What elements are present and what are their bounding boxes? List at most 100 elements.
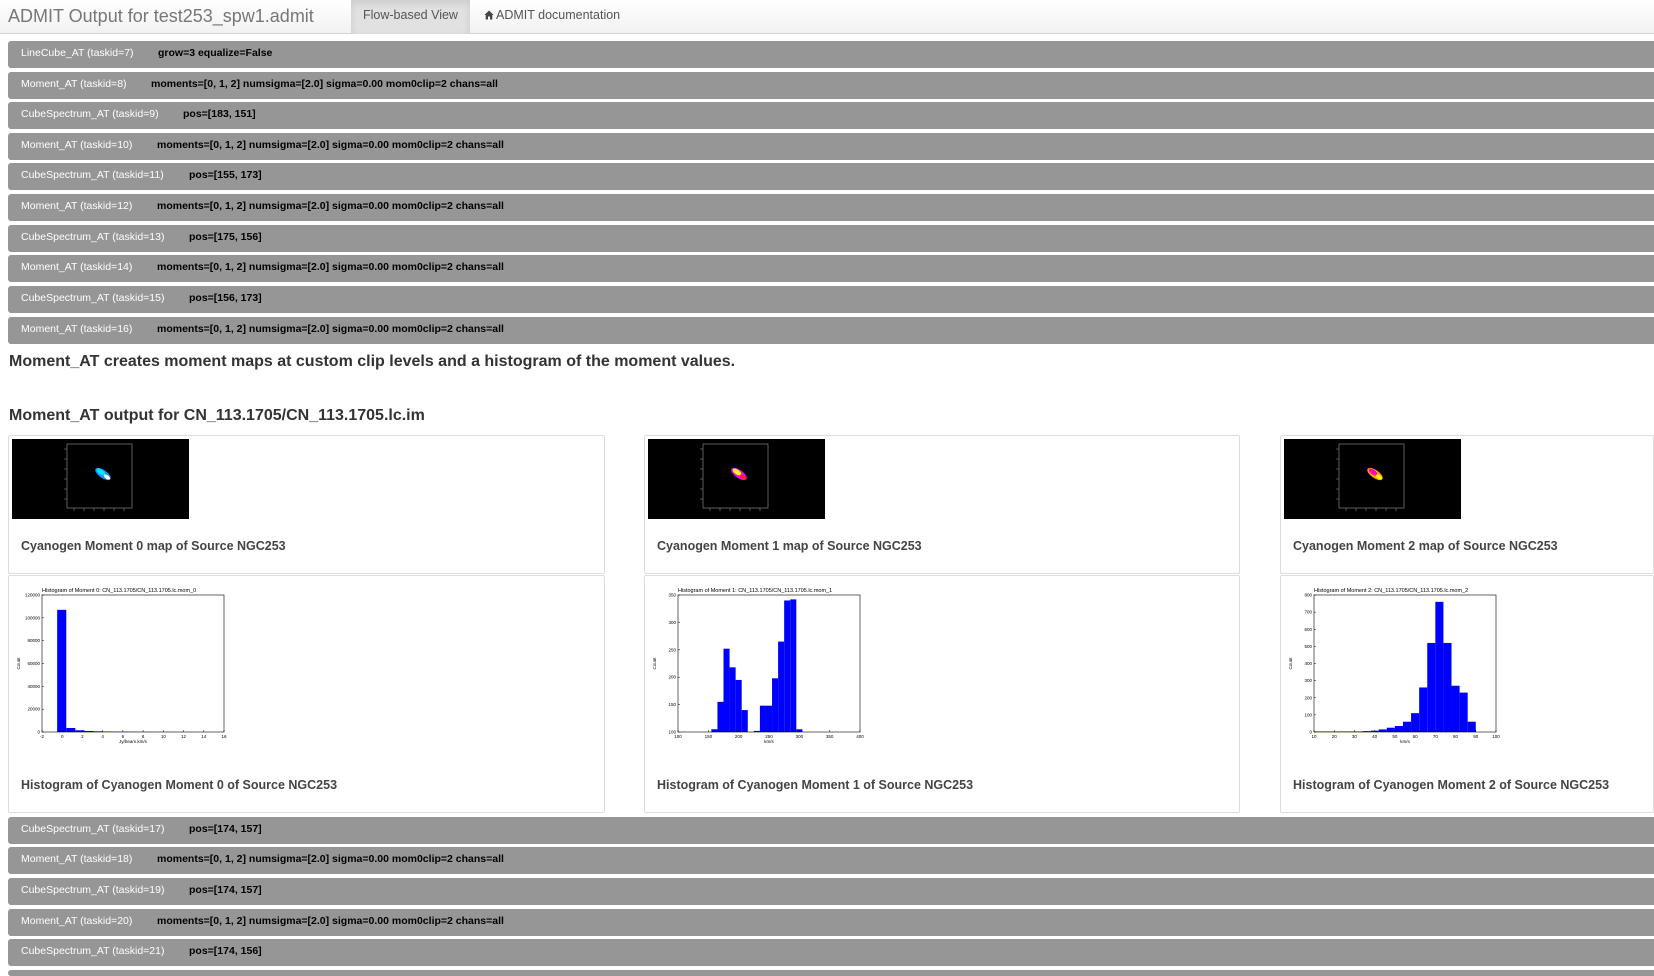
y-axis-label: Count	[16, 657, 21, 670]
tab-flow-based-view[interactable]: Flow-based View	[351, 0, 470, 34]
task-bar[interactable]	[8, 970, 1654, 976]
x-tick-label: 6	[122, 734, 125, 739]
task-bar[interactable]: CubeSpectrum_AT (taskid=15) pos=[156, 173…	[8, 286, 1654, 313]
x-tick-label: 300	[796, 734, 804, 739]
task-bar[interactable]: CubeSpectrum_AT (taskid=13) pos=[175, 156…	[8, 225, 1654, 252]
task-name: CubeSpectrum_AT (taskid=19)	[21, 884, 165, 896]
map-frame	[66, 443, 133, 509]
task-args: pos=[155, 173]	[189, 169, 262, 181]
task-bar[interactable]: Moment_AT (taskid=8) moments=[0, 1, 2] nu…	[8, 72, 1654, 99]
map-panel: Cyanogen Moment 2 map of Source NGC253	[1280, 435, 1654, 574]
plot-frame	[1313, 594, 1497, 733]
y-tick-label: 200	[668, 675, 676, 680]
tab-label: ADMIT documentation	[496, 8, 621, 22]
histogram-bar	[57, 609, 67, 732]
histogram-panel: Histogram of Moment 2: CN_113.1705/CN_11…	[1280, 575, 1654, 813]
histogram-bar	[717, 701, 724, 732]
y-tick-label: 60000	[27, 661, 40, 666]
histogram-bar	[1362, 731, 1371, 732]
y-tick-label: 100	[1304, 712, 1312, 717]
x-tick-label: 0	[61, 734, 64, 739]
y-tick-label: 500	[1304, 644, 1312, 649]
y-tick-label: 120000	[25, 593, 41, 598]
histogram-bar	[1402, 721, 1412, 732]
tab-label: Flow-based View	[363, 8, 458, 22]
histogram-bar	[84, 730, 94, 732]
task-name: Moment_AT (taskid=20)	[21, 915, 133, 927]
task-bar[interactable]: Moment_AT (taskid=14) moments=[0, 1, 2] n…	[8, 255, 1654, 282]
x-tick-label: 14	[201, 734, 207, 739]
chart-title: Histogram of Moment 2: CN_113.1705/CN_11…	[1314, 588, 1468, 594]
histogram-caption: Histogram of Cyanogen Moment 1 of Source…	[657, 778, 974, 792]
moment-2-map-image[interactable]	[1284, 439, 1461, 519]
task-bar[interactable]: LineCube_AT (taskid=7) grow=3 equalize=Fa…	[8, 41, 1654, 68]
y-tick-label: 80000	[27, 638, 40, 643]
task-args: pos=[183, 151]	[183, 108, 256, 120]
y-tick-label: 200	[1304, 695, 1312, 700]
x-tick-label: 350	[826, 734, 834, 739]
y-tick-label: 350	[668, 593, 676, 598]
x-tick-label: -2	[40, 734, 44, 739]
x-tick-label: 100	[674, 734, 682, 739]
x-tick-label: 100	[1492, 734, 1500, 739]
moment-1-histogram[interactable]: Histogram of Moment 1: CN_113.1705/CN_11…	[648, 585, 868, 755]
histogram-bar	[93, 731, 103, 732]
task-name: LineCube_AT (taskid=7)	[21, 47, 134, 59]
map-frame	[702, 443, 769, 509]
histogram-bar	[778, 641, 785, 732]
task-name: CubeSpectrum_AT (taskid=17)	[21, 823, 165, 835]
task-bar[interactable]: Moment_AT (taskid=10) moments=[0, 1, 2] n…	[8, 133, 1654, 160]
histogram-bar	[1467, 721, 1476, 732]
task-name: CubeSpectrum_AT (taskid=15)	[21, 292, 165, 304]
y-tick-label: 400	[1304, 661, 1312, 666]
task-bar[interactable]: Moment_AT (taskid=18) moments=[0, 1, 2] n…	[8, 847, 1654, 874]
y-tick-label: 100	[668, 730, 676, 735]
x-tick-label: 20	[1332, 734, 1338, 739]
task-args: pos=[174, 157]	[189, 823, 262, 835]
histogram-bar	[759, 705, 766, 732]
task-args: moments=[0, 1, 2] numsigma=[2.0] sigma=0…	[157, 200, 504, 212]
task-bar[interactable]: CubeSpectrum_AT (taskid=17) pos=[174, 157…	[8, 817, 1654, 844]
map-emission	[96, 468, 106, 476]
task-bar[interactable]: CubeSpectrum_AT (taskid=9) pos=[183, 151]	[8, 102, 1654, 129]
task-bar[interactable]: Moment_AT (taskid=16) moments=[0, 1, 2] n…	[8, 317, 1654, 344]
task-bar[interactable]: CubeSpectrum_AT (taskid=19) pos=[174, 157…	[8, 878, 1654, 905]
moment-1-map-image[interactable]	[648, 439, 825, 519]
histogram-panel: Histogram of Moment 1: CN_113.1705/CN_11…	[644, 575, 1240, 813]
task-args: moments=[0, 1, 2] numsigma=[2.0] sigma=0…	[157, 261, 504, 273]
histogram-bar	[772, 678, 779, 732]
moment-0-map-image[interactable]	[12, 439, 189, 519]
tab-admit-documentation[interactable]: ADMIT documentation	[472, 0, 632, 34]
page-title[interactable]: ADMIT Output for test253_spw1.admit	[8, 6, 314, 26]
histogram-bar	[1451, 685, 1460, 732]
task-args: moments=[0, 1, 2] numsigma=[2.0] sigma=0…	[157, 915, 504, 927]
x-tick-label: 4	[101, 734, 104, 739]
moment-description: Moment_AT creates moment maps at custom …	[9, 353, 736, 370]
chart-title: Histogram of Moment 0: CN_113.1705/CN_11…	[42, 588, 196, 594]
task-name: CubeSpectrum_AT (taskid=11)	[21, 169, 164, 181]
x-tick-label: 40	[1372, 734, 1378, 739]
histogram-panel: Histogram of Moment 0: CN_113.1705/CN_11…	[8, 575, 605, 813]
task-bar[interactable]: CubeSpectrum_AT (taskid=11) pos=[155, 173…	[8, 163, 1654, 190]
navbar: ADMIT Output for test253_spw1.admit Flow…	[0, 0, 1654, 34]
histogram-bar	[723, 648, 730, 732]
y-axis-label: Count	[1288, 657, 1293, 670]
map-caption: Cyanogen Moment 1 map of Source NGC253	[657, 539, 922, 553]
map-caption: Cyanogen Moment 0 map of Source NGC253	[21, 539, 286, 553]
histogram-bar	[1427, 642, 1436, 732]
histogram-bar	[753, 730, 760, 732]
task-bar[interactable]: Moment_AT (taskid=12) moments=[0, 1, 2] n…	[8, 194, 1654, 221]
map-emission	[1375, 474, 1383, 480]
task-name: Moment_AT (taskid=18)	[21, 853, 133, 865]
map-frame	[1338, 443, 1405, 509]
task-bar[interactable]: Moment_AT (taskid=20) moments=[0, 1, 2] n…	[8, 909, 1654, 936]
moment-2-histogram[interactable]: Histogram of Moment 2: CN_113.1705/CN_11…	[1284, 585, 1504, 755]
task-bar[interactable]: CubeSpectrum_AT (taskid=21) pos=[174, 156…	[8, 939, 1654, 966]
plot-frame	[41, 594, 225, 733]
x-tick-label: 50	[1392, 734, 1398, 739]
task-args: pos=[174, 156]	[189, 945, 262, 957]
moment-0-histogram[interactable]: Histogram of Moment 0: CN_113.1705/CN_11…	[12, 585, 232, 755]
histogram-bar	[729, 667, 736, 732]
histogram-bar	[1443, 642, 1452, 732]
histogram-bar	[66, 728, 76, 732]
